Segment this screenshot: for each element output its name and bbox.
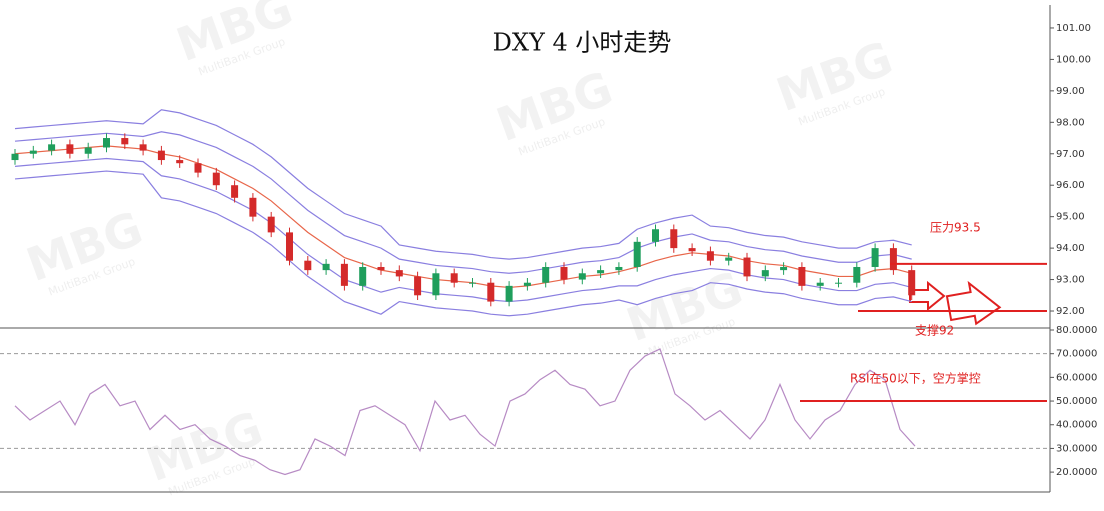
band-line [14,131,912,274]
candle-body [395,270,403,277]
candle-body [706,251,714,261]
y-tick-label: 95.00 [1056,212,1085,223]
y-tick-label: 20.0000 [1056,467,1097,478]
candle-body [103,138,110,148]
y-tick-label: 100.00 [1056,54,1091,65]
candle-body [66,144,74,154]
candle-body [505,285,513,302]
rsi-line [14,348,916,476]
candle-body [761,270,769,277]
candle-body [322,263,330,271]
candle-body [267,216,275,233]
candle-body [432,273,440,296]
candle-body [29,150,37,154]
candle-body [340,263,348,286]
candle-body [450,273,458,283]
annotation-text: 支撑92 [915,323,954,338]
candle-body [871,248,879,267]
candle-body [11,153,19,161]
candle-body [231,185,239,198]
band-line [14,109,912,260]
y-tick-label: 30.0000 [1056,443,1097,454]
candle-body [670,229,678,249]
candle-body [725,257,733,261]
chart-title: DXY 4 小时走势 [493,29,672,57]
y-tick-label: 94.00 [1056,243,1085,254]
candle-body [84,147,92,154]
band-line [14,157,912,303]
y-tick-label: 93.00 [1056,275,1085,286]
candle-body [853,266,861,283]
candle-body [523,282,531,286]
candle-body [469,282,476,284]
candle-body [908,270,916,296]
candle-body [780,266,788,271]
annotation-text: 压力93.5 [930,220,981,234]
candle-body [157,150,165,161]
candle-body [139,144,147,151]
y-tick-label: 98.00 [1056,117,1085,128]
y-tick-label: 40.0000 [1056,420,1097,431]
y-tick-label: 70.0000 [1056,349,1097,360]
band-line [14,170,912,317]
y-tick-label: 97.00 [1056,149,1085,160]
y-tick-label: 101.00 [1056,23,1091,34]
candle-body [889,248,897,271]
candle-body [652,229,659,242]
candle-body [176,160,184,164]
candle-body [212,172,220,186]
candle-body [121,138,129,145]
candle-body [414,276,422,296]
candle-body [743,257,751,277]
y-tick-label: 80.0000 [1056,325,1097,336]
y-tick-label: 92.00 [1056,306,1085,317]
candle-body [194,163,202,173]
y-tick-label: 50.0000 [1056,396,1097,407]
candle-body [359,266,367,286]
candle-body [542,266,550,283]
candle-body [560,266,568,280]
candle-body [487,282,495,302]
y-tick-label: 99.00 [1056,86,1085,97]
candle-body [377,266,385,271]
candle-body [688,248,696,252]
candle-body [286,232,293,261]
annotation-text: RSI在50以下，空方掌控 [850,371,981,386]
y-tick-label: 60.0000 [1056,372,1097,383]
candle-body [597,270,605,274]
arrows [909,280,1002,326]
y-tick-label: 96.00 [1056,180,1085,191]
candle-body [633,241,641,267]
candle-body [615,266,623,271]
candle-body [304,260,312,271]
candle-body [48,144,56,151]
candle-body [835,282,842,284]
candle-body [816,282,824,286]
candle-body [798,266,806,286]
candle-body [249,197,257,217]
candle-body [578,273,586,280]
